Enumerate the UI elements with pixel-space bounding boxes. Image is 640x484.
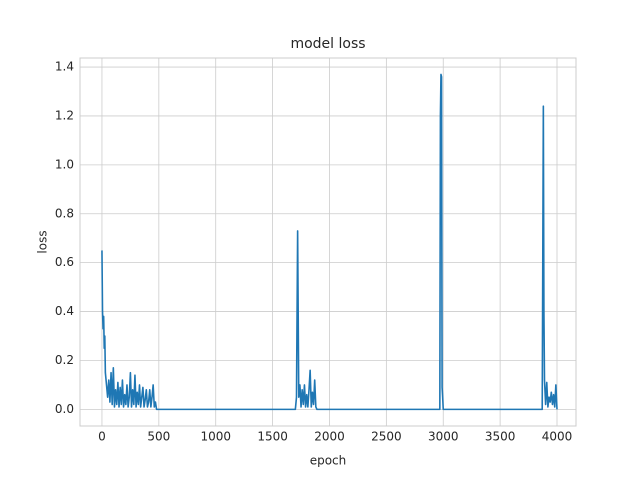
- x-tick-label: 3500: [485, 430, 516, 444]
- x-tick-label: 4000: [542, 430, 573, 444]
- x-tick-label: 1000: [200, 430, 231, 444]
- x-tick-label: 500: [147, 430, 170, 444]
- x-tick-label: 2500: [371, 430, 402, 444]
- x-tick-label: 0: [98, 430, 106, 444]
- line: [101, 73, 558, 411]
- y-tick-label: 0.2: [55, 353, 74, 367]
- y-axis-label: loss: [36, 230, 50, 253]
- chart-title: model loss: [290, 36, 365, 52]
- plot-frame: [79, 57, 577, 427]
- y-tick-label: 0.8: [55, 206, 74, 220]
- x-tick-label: 1500: [257, 430, 288, 444]
- y-tick-label: 0.6: [55, 255, 74, 269]
- y-tick-label: 0.0: [55, 402, 74, 416]
- x-axis-label: epoch: [310, 454, 347, 468]
- x-tick-label: 2000: [314, 430, 345, 444]
- y-tick-label: 1.4: [55, 60, 74, 74]
- x-tick-label: 3000: [428, 430, 459, 444]
- y-tick-label: 1.2: [55, 108, 74, 122]
- y-tick-label: 1.0: [55, 157, 74, 171]
- y-tick-label: 0.4: [55, 304, 74, 318]
